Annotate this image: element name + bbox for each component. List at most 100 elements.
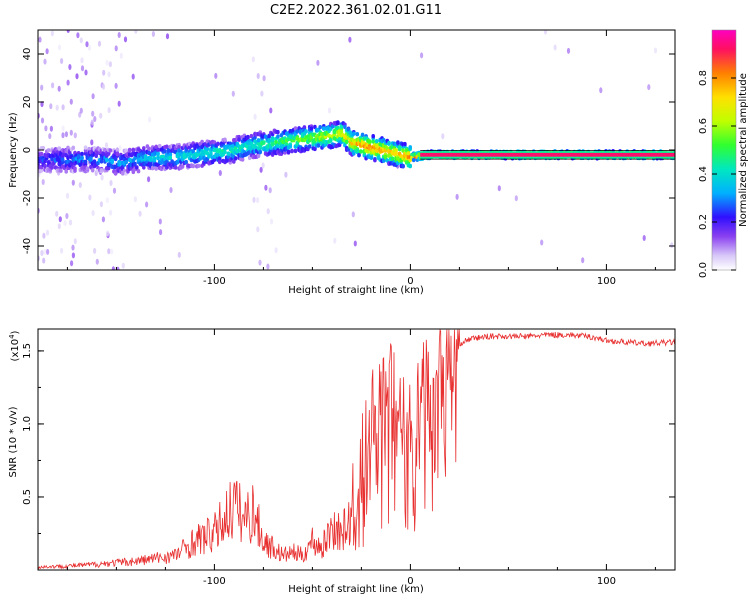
spectrogram-noise-cell bbox=[95, 258, 99, 265]
spectrogram-noise-cell bbox=[264, 184, 268, 191]
spectrogram-ridge-cell bbox=[115, 151, 120, 157]
spectrogram-noise-cell bbox=[46, 248, 50, 255]
spectrogram-noise-cell bbox=[40, 101, 44, 108]
spectrogram-x-axis-label: Height of straight line (km) bbox=[288, 285, 424, 296]
spectrogram-noise-cell bbox=[119, 52, 123, 59]
spectrogram-ridge-cell bbox=[163, 149, 167, 154]
snr-y-tick-label: 1.0 bbox=[22, 416, 33, 432]
spectrogram-ridge-cell bbox=[339, 129, 344, 135]
spectrogram-noise-cell bbox=[85, 41, 89, 48]
spectrogram-noise-cell bbox=[133, 196, 137, 203]
spectrogram-ridge-cell bbox=[352, 131, 356, 136]
spectrogram-ridge-cell bbox=[274, 140, 278, 145]
colorbar-tick-label: 0.6 bbox=[698, 118, 709, 134]
spectrogram-ridge-cell bbox=[99, 168, 104, 173]
spectrogram-ridge-cell bbox=[233, 156, 238, 161]
spectrogram-noise-cell bbox=[261, 162, 265, 169]
spectrogram-ridge-cell bbox=[223, 149, 227, 155]
spectrogram-y-axis-label: Frequency (Hz) bbox=[8, 112, 19, 188]
spectrogram-ridge-cell bbox=[39, 168, 44, 173]
spectrogram-ridge-cell bbox=[105, 157, 109, 163]
spectrogram-ridge-cell bbox=[406, 151, 411, 156]
spectrogram-ridge-cell bbox=[397, 145, 402, 150]
spectrogram-ridge-cell bbox=[346, 127, 351, 132]
spectrogram-noise-cell bbox=[159, 229, 163, 236]
spectrogram-noise-cell bbox=[441, 133, 445, 140]
spectrogram-noise-cell bbox=[50, 30, 55, 37]
spectrogram-noise-cell bbox=[65, 192, 70, 199]
spectrogram-ridge-cell bbox=[212, 140, 217, 145]
spectrogram-noise-cell bbox=[543, 30, 548, 35]
spectrogram-y-tick-label: 40 bbox=[22, 48, 33, 61]
spectrogram-noise-cell bbox=[91, 210, 95, 216]
spectrogram-noise-cell bbox=[38, 36, 42, 43]
spectrogram-ridge-cell bbox=[156, 155, 160, 161]
spectrogram-ridge-cell bbox=[156, 151, 160, 156]
spectrogram-noise-cell bbox=[165, 33, 170, 40]
spectrogram-ridge-cell bbox=[357, 152, 361, 158]
spectrogram-ridge-cell bbox=[316, 143, 321, 148]
spectrogram-y-tick-label: 0 bbox=[22, 147, 33, 153]
spectrogram-ridge-cell bbox=[295, 129, 300, 134]
spectrogram-ridge-cell bbox=[290, 148, 294, 154]
spectrogram-ridge-cell bbox=[258, 149, 263, 155]
spectrogram-band-core bbox=[420, 152, 675, 157]
spectrogram-noise-cell bbox=[670, 242, 674, 249]
spectrogram-noise-cell bbox=[114, 45, 118, 52]
spectrogram-noise-cell bbox=[91, 93, 95, 100]
spectrogram-ridge-cell bbox=[212, 157, 217, 162]
spectrogram-ridge-cell bbox=[59, 168, 63, 173]
spectrogram-ridge-cell bbox=[329, 138, 333, 143]
spectrogram-ridge-cell bbox=[396, 140, 400, 145]
spectrogram-noise-cell bbox=[66, 30, 70, 33]
snr-axes: -100 0 100 0.5 1.0 1.5 bbox=[22, 329, 675, 587]
spectrogram-noise-cell bbox=[109, 209, 113, 216]
spectrogram-ridge-cell bbox=[292, 136, 296, 141]
spectrogram-noise-cell bbox=[114, 82, 118, 89]
spectrogram-ridge-cell bbox=[147, 146, 151, 151]
spectrogram-noise-cell bbox=[64, 131, 68, 138]
spectrogram-ridge-cell bbox=[256, 153, 261, 159]
figure-title: C2E2.2022.361.02.01.G11 bbox=[270, 3, 442, 18]
spectrogram-noise-cell bbox=[79, 107, 83, 114]
spectrogram-noise-cell bbox=[269, 107, 273, 114]
spectrogram-noise-cell bbox=[256, 197, 260, 204]
spectrogram-noise-cell bbox=[76, 32, 80, 39]
spectrogram-ridge-cell bbox=[359, 149, 363, 154]
spectrogram-ridge-cell bbox=[168, 155, 173, 160]
spectrogram-noise-cell bbox=[642, 235, 646, 241]
spectrogram-ridge-cell bbox=[216, 153, 220, 158]
spectrogram-noise-cell bbox=[45, 48, 49, 55]
spectrogram-noise-cell bbox=[256, 73, 260, 79]
spectrogram-ridge-cell bbox=[408, 163, 413, 169]
spectrogram-ridge-cell bbox=[383, 154, 388, 160]
spectrogram-noise-cell bbox=[599, 87, 603, 94]
snr-x-tick-label: 100 bbox=[597, 576, 616, 587]
spectrogram-panel: -100 0 100 -40 -20 0 20 40 Height of straight l… bbox=[8, 29, 676, 296]
spectrogram-noise-cell bbox=[327, 107, 332, 114]
spectrogram-ridge-cell bbox=[411, 157, 416, 163]
spectrogram-noise-cell bbox=[78, 182, 82, 188]
spectrogram-ridge-cell bbox=[330, 124, 335, 129]
spectrogram-ridge-cell bbox=[60, 157, 65, 162]
spectrogram-noise-cell bbox=[117, 32, 121, 38]
snr-x-tick-label: 0 bbox=[407, 576, 413, 587]
spectrogram-ridge-cell bbox=[135, 165, 139, 170]
spectrogram-noise-cell bbox=[69, 129, 73, 136]
spectrogram-noise-cell bbox=[177, 251, 181, 258]
spectrogram-noise-cell bbox=[80, 65, 85, 72]
spectrogram-noise-cell bbox=[43, 58, 47, 65]
spectrogram-noise-cell bbox=[252, 196, 256, 203]
snr-series-line bbox=[38, 329, 675, 570]
spectrogram-noise-cell bbox=[145, 201, 149, 208]
spectrogram-ridge-cell bbox=[401, 163, 405, 169]
spectrogram-ridge-cell bbox=[168, 152, 173, 157]
spectrogram-ridge-cell bbox=[170, 159, 174, 164]
spectrogram-noise-cell bbox=[420, 52, 424, 59]
spectrogram-ridge-cell bbox=[343, 124, 347, 130]
spectrogram-ridge-cell bbox=[124, 159, 128, 165]
spectrogram-noise-cell bbox=[87, 44, 91, 51]
spectrogram-noise-cell bbox=[514, 195, 518, 202]
spectrogram-noise-cell bbox=[258, 259, 262, 266]
